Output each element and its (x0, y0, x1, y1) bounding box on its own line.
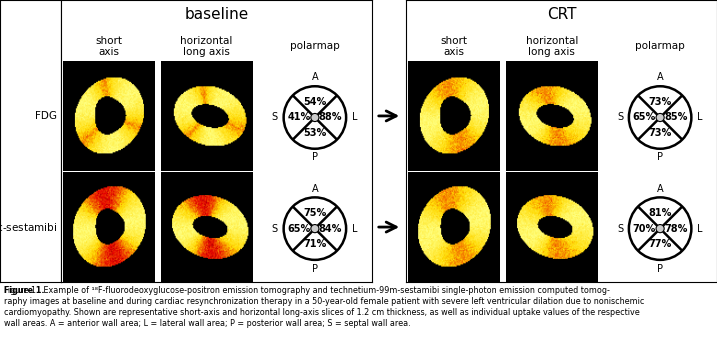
Text: P: P (312, 153, 318, 162)
Text: horizontal
long axis: horizontal long axis (181, 36, 233, 57)
Text: 65%: 65% (288, 224, 311, 234)
Circle shape (656, 225, 664, 233)
Text: A: A (312, 72, 318, 83)
Text: $^{99m}$Tc-sestamibi: $^{99m}$Tc-sestamibi (0, 220, 57, 234)
Text: S: S (272, 112, 278, 122)
Text: S: S (617, 112, 623, 122)
Text: Figure 1.  Example of ¹⁸F-fluorodeoxyglucose-positron emission tomography and te: Figure 1. Example of ¹⁸F-fluorodeoxygluc… (4, 286, 644, 328)
Text: 65%: 65% (633, 112, 656, 122)
Text: 53%: 53% (303, 128, 326, 138)
Text: 85%: 85% (664, 112, 688, 122)
Text: L: L (698, 112, 703, 122)
Circle shape (629, 86, 691, 149)
Text: L: L (698, 224, 703, 234)
Circle shape (311, 225, 319, 233)
Text: short
axis: short axis (440, 36, 467, 57)
Text: S: S (617, 224, 623, 234)
Text: Figure 1.: Figure 1. (4, 286, 44, 295)
Text: P: P (657, 264, 663, 274)
Text: L: L (352, 224, 358, 234)
Text: 75%: 75% (303, 208, 326, 218)
Text: 81%: 81% (648, 208, 672, 218)
Text: A: A (657, 184, 663, 194)
Text: 77%: 77% (648, 239, 672, 249)
Circle shape (284, 86, 346, 149)
Text: 73%: 73% (648, 128, 672, 138)
Text: polarmap: polarmap (635, 41, 685, 51)
Text: FDG: FDG (34, 111, 57, 121)
Text: 88%: 88% (319, 112, 342, 122)
Circle shape (629, 197, 691, 260)
Text: 54%: 54% (303, 97, 326, 107)
Text: 84%: 84% (319, 224, 342, 234)
Text: 78%: 78% (664, 224, 688, 234)
Circle shape (284, 197, 346, 260)
Circle shape (311, 113, 319, 121)
Text: P: P (312, 264, 318, 274)
Text: 70%: 70% (633, 224, 656, 234)
Text: 41%: 41% (288, 112, 311, 122)
Text: S: S (272, 224, 278, 234)
Text: P: P (657, 153, 663, 162)
Text: 71%: 71% (303, 239, 326, 249)
Text: short
axis: short axis (95, 36, 122, 57)
Text: baseline: baseline (184, 7, 249, 22)
Text: horizontal
long axis: horizontal long axis (526, 36, 578, 57)
Text: L: L (352, 112, 358, 122)
Text: 73%: 73% (648, 97, 672, 107)
Text: A: A (312, 184, 318, 194)
Text: A: A (657, 72, 663, 83)
Text: CRT: CRT (547, 7, 576, 22)
Circle shape (656, 113, 664, 121)
Text: polarmap: polarmap (290, 41, 340, 51)
